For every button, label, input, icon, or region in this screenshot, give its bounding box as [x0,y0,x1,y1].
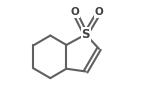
Text: O: O [95,7,103,17]
Text: O: O [70,7,79,17]
Text: S: S [81,28,90,41]
